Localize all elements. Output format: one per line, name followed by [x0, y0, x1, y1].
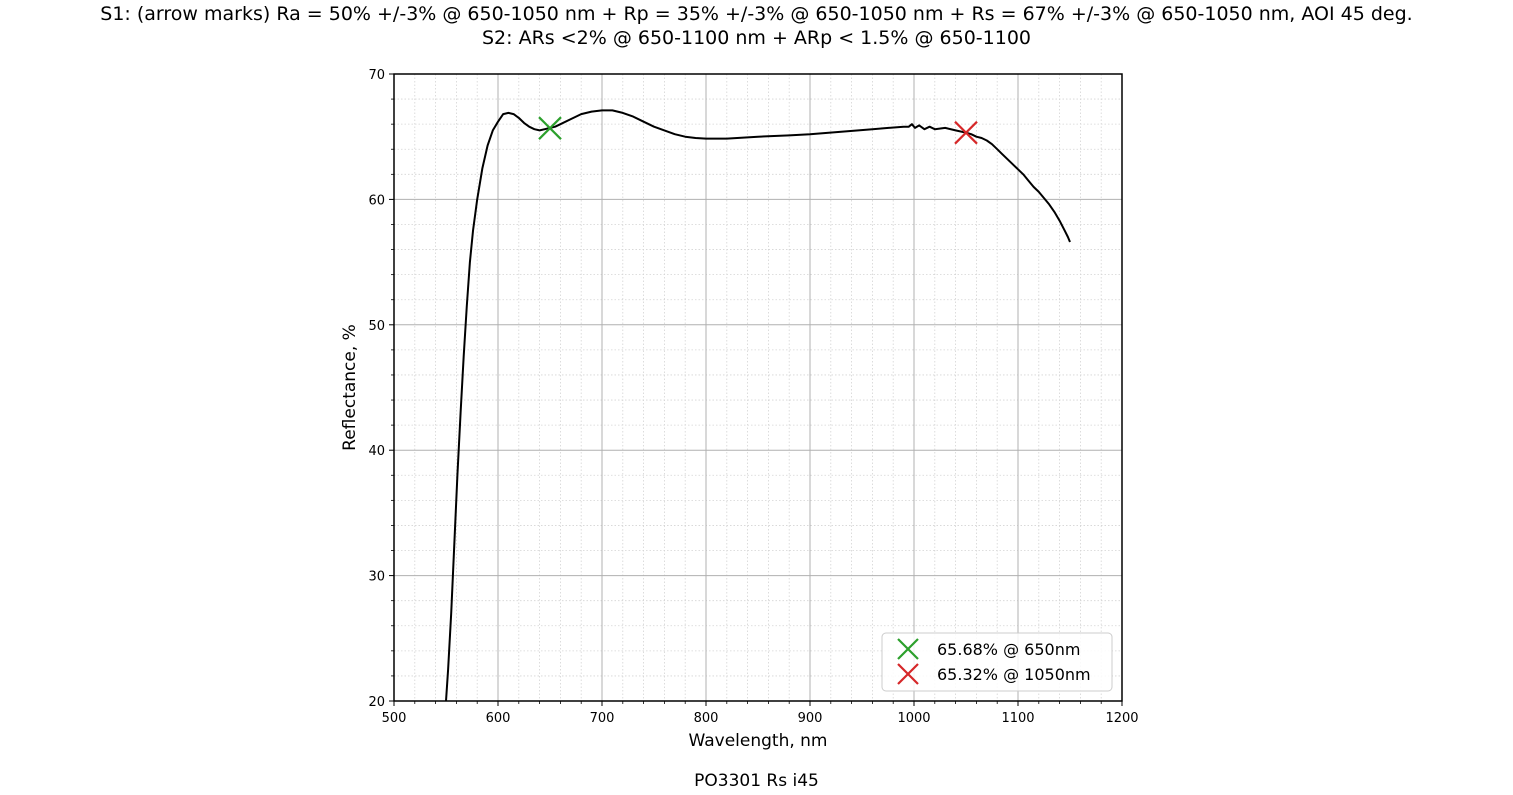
plot-frame [393, 73, 1123, 702]
x-tick-label: 600 [486, 711, 511, 726]
data-point-marker [538, 116, 562, 140]
x-axis-label: Wavelength, nm [689, 731, 828, 751]
x-tick-label: 900 [798, 711, 823, 726]
y-tick-label: 70 [368, 68, 385, 83]
legend-entry-label: 65.32% @ 1050nm [937, 665, 1091, 684]
chart-title-line-1: S1: (arrow marks) Ra = 50% +/-3% @ 650-1… [100, 3, 1413, 25]
x-tick-label: 1000 [897, 711, 930, 726]
axis-ticks: 500 600 700 800 900 1000 1100 1200 20 30 40 50 60 70 [368, 68, 1138, 726]
legend-marker-icon [897, 663, 919, 685]
y-tick-label: 40 [368, 444, 385, 459]
figure-caption: PO3301 Rs i45 [694, 771, 819, 791]
legend-entry-label: 65.68% @ 650nm [937, 640, 1080, 659]
major-grid [393, 73, 1123, 702]
data-point-marker [954, 120, 978, 145]
x-tick-label: 1100 [1001, 711, 1034, 726]
y-tick-label: 50 [368, 319, 385, 334]
x-tick-label: 1200 [1105, 711, 1138, 726]
series-layer [445, 109, 1071, 702]
legend-box [881, 632, 1113, 692]
minor-grid [394, 74, 1122, 701]
y-axis-label: Reflectance, % [340, 324, 360, 451]
legend: 65.68% @ 650nm 65.32% @ 1050nm [881, 632, 1113, 692]
x-tick-label: 700 [590, 711, 615, 726]
legend-marker-icon [897, 638, 919, 660]
chart-title-line-2: S2: ARs <2% @ 650-1100 nm + ARp < 1.5% @… [481, 27, 1031, 49]
y-tick-label: 30 [368, 570, 385, 585]
reflectance-series-line [445, 109, 1071, 702]
marker-layer [538, 116, 978, 145]
x-tick-label: 800 [694, 711, 719, 726]
y-tick-label: 20 [368, 695, 385, 710]
x-tick-label: 500 [382, 711, 407, 726]
y-tick-label: 60 [368, 193, 385, 208]
